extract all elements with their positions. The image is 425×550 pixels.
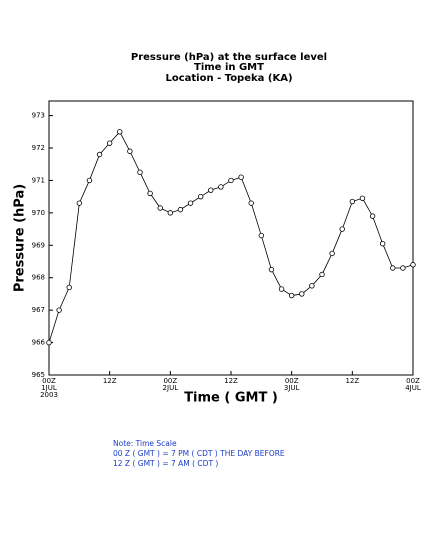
point — [339, 226, 345, 232]
point — [157, 205, 163, 211]
x-tick-label: 3JUL — [284, 384, 300, 392]
x-tick-label: 00Z — [285, 377, 299, 385]
point — [66, 284, 72, 291]
x-tick-label: 00Z — [42, 377, 56, 385]
y-tick-label: 971 — [32, 176, 45, 184]
point — [106, 140, 113, 146]
y-tick-label: 968 — [32, 274, 45, 282]
y-tick-label: 973 — [32, 112, 45, 120]
x-tick-label: 4JUL — [405, 384, 421, 392]
chart-title: Pressure (hPa) at the surface level — [131, 52, 327, 63]
point — [218, 184, 224, 190]
point — [187, 200, 194, 206]
x-axis-label: Time ( GMT ) — [184, 391, 278, 406]
note: 00 Z ( GMT ) = 7 PM ( CDT ) THE DAY BEFO… — [113, 449, 285, 458]
point — [369, 213, 376, 219]
y-tick-label: 970 — [32, 209, 45, 217]
point — [228, 177, 234, 184]
chart-title: Location - Topeka (KA) — [165, 73, 292, 84]
x-tick-label: 12Z — [103, 377, 117, 385]
y-tick-label: 972 — [32, 144, 45, 152]
x-tick-label: 12Z — [224, 377, 238, 385]
point — [167, 210, 174, 216]
point — [359, 195, 366, 201]
plot-frame — [48, 100, 414, 376]
point — [288, 292, 295, 299]
point — [258, 232, 265, 239]
point — [177, 206, 184, 213]
point — [56, 307, 62, 313]
point — [46, 339, 52, 346]
point — [86, 177, 93, 184]
y-tick-label: 969 — [32, 241, 45, 249]
point — [379, 240, 386, 247]
point — [197, 193, 204, 200]
point — [208, 187, 214, 193]
point — [137, 169, 143, 176]
y-tick-label: 967 — [32, 306, 45, 314]
y-axis-label: Pressure (hPa) — [13, 184, 28, 292]
y-tick-label: 965 — [32, 371, 45, 379]
y-tick-label: 966 — [32, 339, 46, 347]
point — [96, 151, 103, 158]
line — [48, 131, 414, 343]
point — [147, 190, 153, 197]
x-tick-label: 2003 — [40, 391, 58, 399]
point — [268, 266, 275, 273]
point — [238, 174, 244, 180]
point — [76, 200, 83, 206]
x-tick-label: 00Z — [406, 377, 420, 385]
point — [400, 265, 406, 271]
point — [299, 291, 305, 297]
x-tick-label: 12Z — [345, 377, 359, 385]
point — [349, 198, 356, 205]
point — [278, 286, 285, 292]
x-tick-label: 2JUL — [163, 384, 179, 392]
point — [309, 283, 315, 289]
point — [117, 129, 123, 135]
point — [390, 265, 396, 271]
x-tick-label: 1JUL — [41, 384, 57, 392]
point — [127, 148, 133, 154]
point — [410, 262, 416, 268]
point — [319, 271, 325, 278]
chart-title: Time in GMT — [194, 62, 264, 73]
note: 12 Z ( GMT ) = 7 AM ( CDT ) — [113, 459, 218, 468]
point — [329, 250, 335, 257]
note: Note: Time Scale — [113, 439, 177, 448]
point — [248, 200, 254, 206]
x-tick-label: 00Z — [163, 377, 177, 385]
